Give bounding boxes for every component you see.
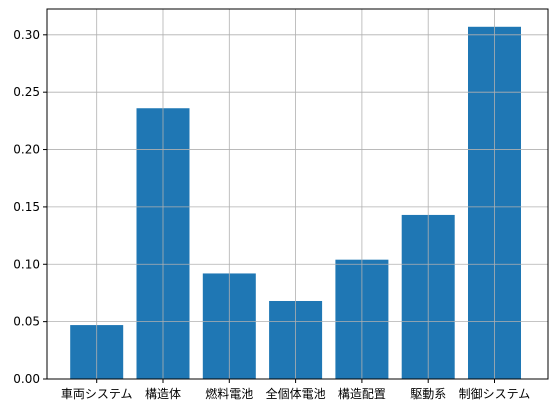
y-tick-label: 0.30 xyxy=(13,28,40,42)
y-tick-label: 0.00 xyxy=(13,372,40,386)
y-tick-label: 0.20 xyxy=(13,143,40,157)
x-tick-label: 燃料電池 xyxy=(205,386,253,401)
x-axis-ticks: 車両システム 構造体 燃料電池 全個体電池 構造配置 駆動系 制御システム xyxy=(61,379,530,401)
x-tick-label: 構造体 xyxy=(145,387,181,401)
y-tick-label: 0.05 xyxy=(13,315,40,329)
x-tick-label: 車両システム xyxy=(61,387,133,401)
x-tick-label: 駆動系 xyxy=(410,387,446,401)
y-tick-label: 0.15 xyxy=(13,200,40,214)
y-tick-label: 0.10 xyxy=(13,257,40,271)
x-tick-label: 構造配置 xyxy=(338,387,386,401)
plot-frame xyxy=(46,8,549,380)
y-axis-ticks: 0.00 0.05 0.10 0.15 0.20 0.25 0.30 xyxy=(13,28,47,386)
x-tick-label: 全個体電池 xyxy=(266,386,326,401)
x-tick-label: 制御システム xyxy=(459,386,531,401)
y-tick-label: 0.25 xyxy=(13,85,40,99)
